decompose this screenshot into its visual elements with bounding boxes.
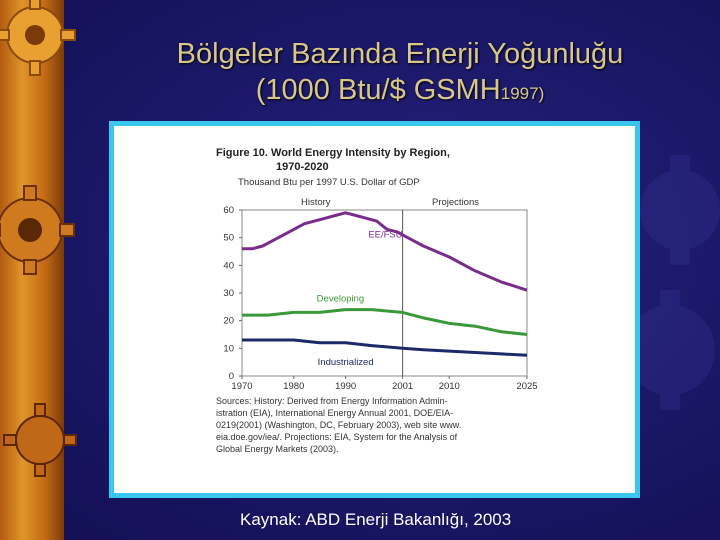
slide-title: Bölgeler Bazında Enerji Yoğunluğu (1000 … — [80, 36, 720, 112]
source-line: 0219(2001) (Washington, DC, February 200… — [216, 420, 461, 430]
x-tick-label: 2010 — [439, 381, 460, 392]
gear-icon — [0, 0, 76, 76]
gear-icon — [0, 185, 75, 275]
source-line: eia.doe.gov/iea/. Projections: EIA, Syst… — [216, 432, 458, 442]
figure-title-line-2: 1970-2020 — [276, 161, 329, 173]
chart-axes: 0 10 20 30 40 50 60 1970 1980 1990 2001 2010 2025 — [223, 205, 537, 392]
title-line-2-main: (1000 Btu/$ GSMH — [255, 74, 501, 106]
title-line-1: Bölgeler Bazında Enerji Yoğunluğu — [176, 38, 624, 70]
series-line-ee-fsu — [242, 211, 528, 292]
source-note: Kaynak: ABD Enerji Bakanlığı, 2003 — [240, 510, 512, 529]
x-tick-label: 1990 — [335, 381, 356, 392]
background-gear-icon — [625, 155, 720, 410]
title-line-2-sub: 1997) — [500, 84, 545, 103]
source-line: Global Energy Markets (2003). — [216, 444, 339, 454]
x-tick-label: 2025 — [516, 381, 537, 392]
decorative-gear-strip — [0, 0, 77, 540]
y-tick-label: 20 — [223, 316, 234, 327]
figure-title-line-1: Figure 10. World Energy Intensity by Reg… — [216, 147, 450, 159]
chart-series-labels: EE/FSU Developing Industrialized — [317, 230, 403, 368]
source-line: istration (EIA), International Energy An… — [216, 408, 453, 418]
series-label-ee-fsu: EE/FSU — [368, 230, 402, 241]
energy-intensity-chart: Figure 10. World Energy Intensity by Reg… — [216, 147, 538, 454]
x-tick-label: 1970 — [231, 381, 252, 392]
x-tick-label: 2001 — [392, 381, 413, 392]
y-tick-label: 60 — [223, 205, 234, 216]
series-line-developing — [242, 308, 528, 336]
series-line-industrialized — [242, 338, 528, 357]
figure-sources: Sources: History: Derived from Energy In… — [216, 396, 461, 454]
title-line-2: (1000 Btu/$ GSMH1997) — [80, 72, 720, 112]
unit-label: Thousand Btu per 1997 U.S. Dollar of GDP — [238, 177, 420, 188]
source-line: Sources: History: Derived from Energy In… — [216, 396, 448, 406]
projections-label: Projections — [432, 197, 479, 208]
series-label-developing: Developing — [317, 293, 365, 304]
series-label-industrialized: Industrialized — [318, 357, 374, 368]
chart-series — [242, 211, 528, 357]
y-tick-label: 50 — [223, 233, 234, 244]
y-tick-label: 30 — [223, 288, 234, 299]
figure-panel: Figure 10. World Energy Intensity by Reg… — [114, 126, 635, 493]
history-label: History — [301, 197, 331, 208]
gear-icon — [3, 403, 77, 477]
y-tick-label: 10 — [223, 343, 234, 354]
x-tick-label: 1980 — [283, 381, 304, 392]
figure-frame: Figure 10. World Energy Intensity by Reg… — [109, 121, 640, 498]
y-tick-label: 0 — [229, 371, 234, 382]
y-tick-label: 40 — [223, 260, 234, 271]
